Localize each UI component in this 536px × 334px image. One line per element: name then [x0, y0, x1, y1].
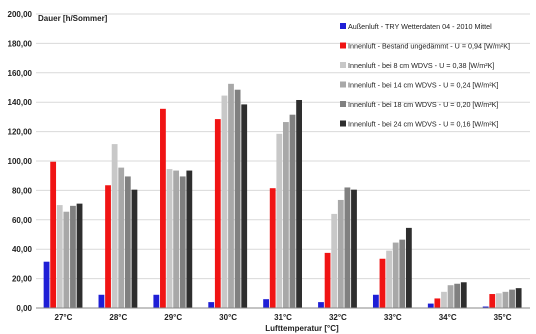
bar-2	[214, 119, 221, 308]
bar-4	[447, 285, 454, 308]
bar-4	[63, 211, 70, 308]
legend-swatch	[340, 62, 346, 68]
y-tick-label: 0,00	[16, 304, 32, 313]
bar-2	[379, 258, 386, 308]
bar-3	[386, 250, 392, 308]
x-tick-label: 28°C	[109, 313, 127, 322]
x-tick-label: 33°C	[384, 313, 402, 322]
x-tick-label: 31°C	[274, 313, 292, 322]
bar-4	[283, 122, 289, 308]
x-axis-label: Lufttemperatur [°C]	[265, 324, 339, 333]
y-tick-labels: 0,00 20,00 40,00 60,00 80,00 100,00 120,00 140,…	[8, 10, 33, 313]
bar-6	[405, 227, 412, 308]
bar-1	[98, 294, 105, 308]
bar-5	[234, 89, 241, 308]
y-tick-label: 20,00	[12, 275, 33, 284]
bar-6	[186, 170, 193, 308]
bar-6	[241, 104, 248, 308]
x-tick-label: 32°C	[329, 313, 347, 322]
bar-3	[166, 169, 173, 308]
bar-5	[179, 176, 186, 308]
bar-1	[263, 299, 269, 308]
y-tick-label: 160,00	[8, 69, 33, 78]
x-tick-label: 27°C	[55, 313, 73, 322]
bar-2	[489, 294, 496, 308]
y-axis-label: Dauer [h/Sommer]	[38, 14, 108, 23]
bar-5	[454, 283, 461, 308]
bar-3	[56, 205, 63, 308]
bar-2	[269, 188, 276, 308]
legend-label: Innenluft - bei 14 cm WDVS - U = 0,24 [W…	[348, 81, 498, 90]
y-tick-label: 100,00	[8, 157, 33, 166]
bar-5	[289, 114, 296, 308]
legend-swatch	[340, 42, 346, 49]
bar-5	[70, 205, 76, 308]
x-tick-label: 30°C	[219, 313, 237, 322]
y-tick-label: 120,00	[8, 128, 33, 137]
y-tick-label: 80,00	[12, 186, 33, 195]
bar-3	[221, 95, 228, 309]
bar-2	[434, 298, 441, 308]
x-tick-label: 29°C	[164, 313, 182, 322]
legend-label: Innenluft - bei 8 cm WDVS - U = 0,38 [W/…	[348, 61, 494, 70]
bar-1	[153, 294, 160, 308]
bar-3	[441, 291, 447, 308]
bar-5	[399, 239, 406, 308]
bar-6	[460, 282, 467, 308]
bar-2	[324, 252, 331, 308]
legend-label: Außenluft - TRY Wetterdaten 04 - 2010 Mi…	[348, 22, 492, 31]
y-tick-label: 180,00	[8, 39, 33, 48]
legend-swatch	[340, 120, 346, 127]
bar-3	[111, 144, 118, 308]
legend-swatch	[340, 23, 346, 29]
bar-1	[43, 261, 50, 308]
y-tick-label: 60,00	[12, 216, 33, 225]
bar-1	[482, 306, 489, 308]
legend: Außenluft - TRY Wetterdaten 04 - 2010 Mi…	[340, 22, 510, 129]
bars	[43, 83, 522, 309]
bar-3	[331, 213, 338, 308]
bar-4	[337, 199, 344, 308]
bar-6	[76, 203, 83, 308]
legend-swatch	[340, 101, 346, 107]
bar-6	[296, 99, 302, 309]
bar-4	[118, 167, 125, 308]
legend-swatch	[340, 81, 346, 88]
x-tick-label: 35°C	[494, 313, 512, 322]
legend-label: Innenluft - bei 24 cm WDVS - U = 0,16 [W…	[348, 120, 498, 129]
bar-5	[124, 176, 131, 308]
bar-6	[351, 189, 357, 308]
x-tick-label: 34°C	[439, 313, 457, 322]
bar-6	[515, 288, 522, 308]
bar-3	[495, 293, 502, 308]
y-tick-label: 200,00	[8, 10, 33, 19]
bar-6	[131, 189, 138, 308]
legend-label: Innenluft - bei 18 cm WDVS - U = 0,20 [W…	[348, 100, 498, 109]
bar-2	[105, 185, 111, 308]
bar-4	[502, 291, 509, 308]
bar-4	[173, 170, 180, 308]
bar-3	[276, 133, 283, 308]
x-tick-labels: 27°C 28°C 29°C 30°C 31°C 32°C 33°C 34°C 35°C	[55, 313, 512, 322]
bar-4	[228, 83, 234, 308]
bar-1	[372, 294, 379, 308]
bar-1	[427, 303, 434, 308]
bar-1	[208, 302, 215, 308]
y-tick-label: 40,00	[12, 245, 33, 254]
bar-5	[509, 289, 515, 308]
bar-1	[318, 302, 324, 308]
bar-5	[344, 187, 351, 308]
legend-label: Innenluft - Bestand ungedämmt - U = 0,94…	[348, 42, 510, 51]
y-tick-label: 140,00	[8, 98, 33, 107]
bar-2	[50, 161, 57, 308]
bar-2	[160, 108, 166, 308]
bar-4	[392, 242, 399, 308]
